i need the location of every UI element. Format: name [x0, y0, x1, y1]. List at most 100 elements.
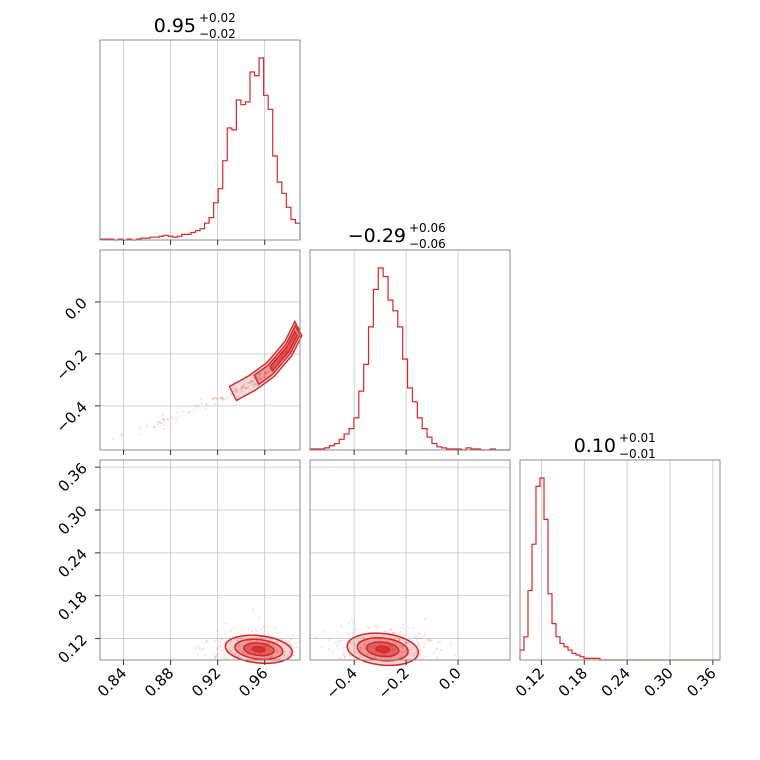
scatter-point: [166, 417, 169, 420]
scatter-point: [194, 645, 197, 648]
scatter-point: [241, 644, 244, 647]
x-tick-label: 0.0: [435, 664, 465, 694]
scatter-point: [219, 396, 222, 400]
panel-frame-1-0: [99, 249, 301, 451]
scatter-point: [195, 648, 198, 651]
scatter-point: [412, 626, 416, 630]
scatter-point: [361, 655, 364, 658]
scatter-point: [364, 653, 367, 656]
scatter-point: [328, 648, 331, 651]
scatter-point: [334, 642, 337, 645]
scatter-point: [267, 370, 271, 373]
scatter-point: [346, 632, 349, 635]
scatter-point: [169, 416, 173, 419]
scatter-point: [276, 632, 279, 635]
scatter-point: [294, 650, 297, 654]
scatter-point: [256, 375, 259, 378]
scatter-point: [214, 655, 217, 659]
scatter-point: [373, 656, 377, 659]
scatter-point: [404, 641, 408, 644]
scatter-point: [385, 639, 388, 642]
scatter-point: [216, 630, 219, 633]
scatter-point: [252, 385, 256, 388]
scatter-point: [263, 624, 266, 628]
scatter-point: [399, 653, 402, 656]
scatter-point: [153, 425, 156, 429]
scatter-point: [404, 642, 408, 645]
scatter-point: [265, 655, 269, 658]
scatter-point: [225, 398, 228, 401]
scatter-point: [213, 396, 216, 399]
scatter-point: [219, 397, 222, 400]
scatter-point: [347, 621, 350, 624]
title-minus-error: −0.06: [409, 237, 446, 251]
scatter-point: [162, 418, 165, 421]
scatter-point: [432, 651, 435, 654]
scatter-point: [203, 654, 206, 657]
scatter-point: [247, 385, 250, 388]
scatter-point: [220, 636, 223, 639]
x2-vs-x0-contour-3: [251, 645, 266, 653]
scatter-point: [176, 411, 179, 414]
panel-frame-2-0: [99, 459, 301, 661]
scatter-point: [274, 647, 278, 651]
scatter-point: [424, 631, 427, 634]
scatter-point: [213, 640, 216, 643]
scatter-point: [227, 396, 230, 399]
scatter-point: [364, 647, 367, 650]
scatter-point: [327, 638, 331, 642]
scatter-point: [398, 639, 401, 642]
scatter-point: [360, 647, 363, 650]
scatter-point: [365, 653, 369, 657]
scatter-point: [276, 649, 279, 652]
scatter-point: [270, 654, 273, 657]
scatter-point: [380, 656, 383, 659]
scatter-point: [235, 391, 238, 394]
scatter-point: [176, 415, 180, 418]
scatter-point: [418, 649, 421, 652]
scatter-point: [379, 638, 382, 641]
scatter-point: [402, 654, 405, 657]
histogram-0: [99, 57, 301, 241]
scatter-point: [394, 642, 397, 645]
scatter-point: [257, 377, 261, 380]
scatter-point: [230, 392, 233, 396]
x-tick-label: 0.88: [141, 664, 177, 700]
scatter-point: [438, 641, 442, 644]
scatter-point: [398, 633, 401, 636]
scatter-point: [186, 411, 190, 414]
scatter-point: [264, 370, 267, 373]
scatter-point: [372, 635, 375, 638]
scatter-point: [215, 397, 219, 400]
scatter-point: [221, 396, 224, 400]
scatter-point: [257, 617, 261, 620]
scatter-point: [392, 640, 395, 644]
scatter-point: [252, 380, 255, 383]
scatter-point: [244, 386, 248, 390]
x-tick-label: 0.96: [235, 664, 271, 700]
scatter-point: [377, 638, 380, 641]
scatter-point: [392, 631, 395, 635]
panel-frame-2-1: [309, 459, 511, 661]
scatter-point: [200, 402, 204, 405]
scatter-point: [427, 639, 430, 643]
scatter-point: [221, 396, 224, 399]
scatter-point: [402, 623, 405, 627]
scatter-point: [189, 411, 192, 414]
scatter-point: [391, 631, 394, 635]
scatter-point: [363, 644, 366, 647]
scatter-point: [359, 648, 362, 651]
scatter-point: [182, 410, 185, 413]
scatter-point: [374, 624, 377, 627]
scatter-point: [366, 625, 369, 628]
scatter-point: [399, 649, 402, 653]
title-plus-error: +0.02: [199, 11, 236, 25]
scatter-point: [359, 646, 362, 649]
scatter-point: [419, 631, 422, 635]
scatter-point: [293, 654, 296, 657]
scatter-point: [418, 637, 421, 640]
scatter-point: [269, 656, 272, 659]
scatter-point: [267, 371, 270, 374]
scatter-point: [240, 637, 243, 640]
scatter-point: [253, 382, 257, 386]
